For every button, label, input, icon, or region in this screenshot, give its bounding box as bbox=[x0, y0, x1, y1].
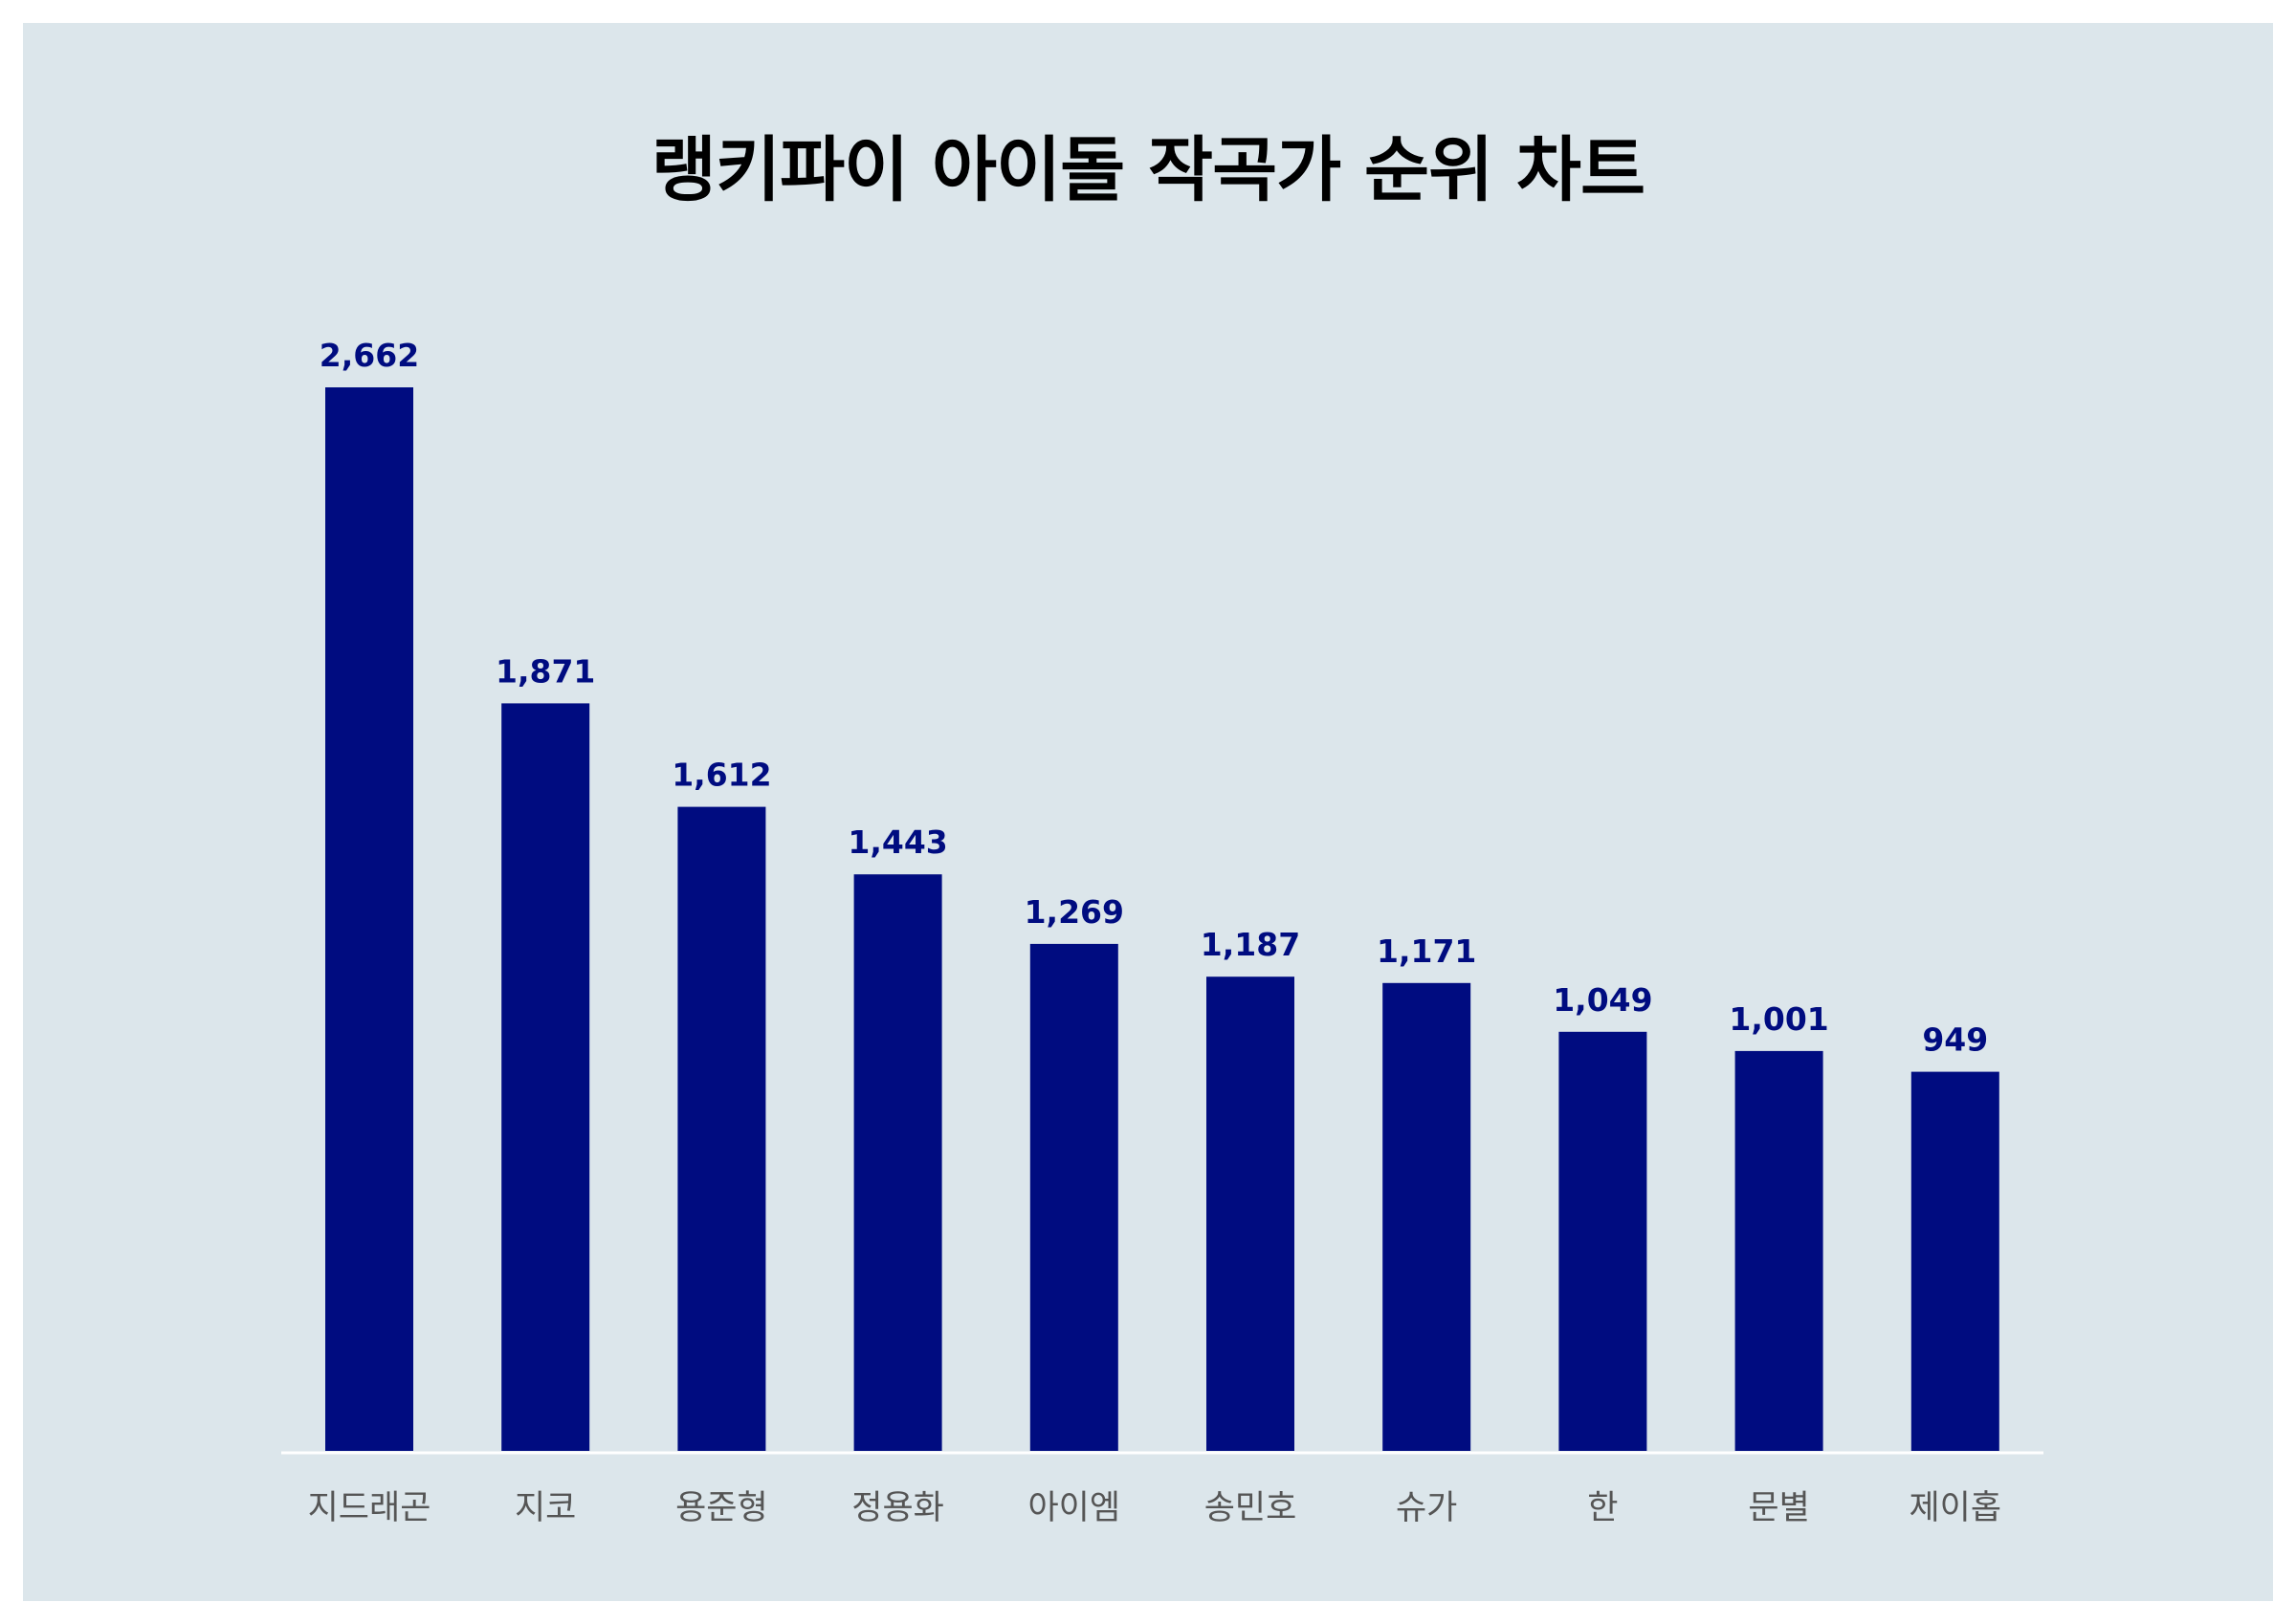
bar-3 bbox=[677, 806, 766, 1451]
category-label-1: 지드래곤 bbox=[308, 1489, 431, 1527]
value-label-6: 1,187 bbox=[1201, 926, 1300, 963]
category-label-4: 정용화 bbox=[851, 1489, 944, 1527]
value-label-7: 1,171 bbox=[1377, 933, 1476, 970]
bar-6 bbox=[1206, 977, 1294, 1451]
value-label-9: 1,001 bbox=[1729, 1000, 1828, 1038]
category-labels: 지드래곤 지코 용준형 정용화 아이엠 송민호 슈가 한 문별 제이홉 bbox=[308, 1489, 2002, 1527]
value-label-3: 1,612 bbox=[672, 757, 771, 794]
value-label-1: 2,662 bbox=[320, 337, 419, 374]
bar-1 bbox=[325, 387, 413, 1451]
category-label-6: 송민호 bbox=[1204, 1489, 1297, 1527]
value-label-8: 1,049 bbox=[1553, 981, 1652, 1019]
value-label-4: 1,443 bbox=[848, 823, 947, 861]
bar-10 bbox=[1910, 1071, 1999, 1451]
value-label-2: 1,871 bbox=[496, 652, 595, 690]
value-label-5: 1,269 bbox=[1025, 893, 1124, 931]
category-label-5: 아이엠 bbox=[1027, 1489, 1120, 1527]
chart-title: 랭키파이 아이돌 작곡가 순위 차트 bbox=[651, 129, 1645, 211]
category-label-3: 용준형 bbox=[675, 1489, 768, 1527]
bar-5 bbox=[1029, 943, 1118, 1451]
bars bbox=[325, 387, 1999, 1451]
category-label-8: 한 bbox=[1587, 1489, 1618, 1527]
bar-4 bbox=[853, 874, 942, 1451]
value-labels: 2,662 1,871 1,612 1,443 1,269 1,187 1,171 1,049… bbox=[320, 337, 1988, 1059]
category-label-7: 슈가 bbox=[1396, 1489, 1457, 1527]
category-label-9: 문별 bbox=[1748, 1489, 1809, 1527]
category-label-2: 지코 bbox=[515, 1489, 576, 1527]
value-label-10: 949 bbox=[1922, 1021, 1988, 1059]
bar-9 bbox=[1734, 1050, 1823, 1451]
category-label-10: 제이홉 bbox=[1909, 1489, 2001, 1527]
bar-8 bbox=[1558, 1031, 1647, 1451]
bar-7 bbox=[1382, 982, 1471, 1451]
bar-2 bbox=[501, 703, 590, 1451]
